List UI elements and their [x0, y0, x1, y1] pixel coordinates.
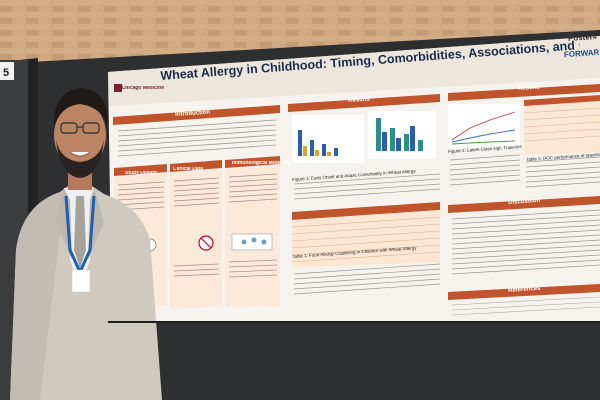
hair	[53, 88, 109, 128]
intro-header-bar	[113, 105, 280, 125]
figure2-caption-lines	[449, 154, 521, 186]
title-band	[108, 36, 600, 106]
name-badge	[71, 269, 91, 293]
discussion-lines	[451, 209, 600, 275]
immunological-header	[225, 156, 280, 168]
results-header-bar	[288, 94, 440, 112]
figure2-lines	[451, 111, 516, 145]
table1-rows	[291, 216, 441, 263]
figure1-bars-b	[376, 118, 423, 151]
beard	[56, 140, 104, 178]
study-design-heading: Study Design	[125, 171, 157, 176]
table2-caption-lines	[525, 156, 600, 188]
figure1-caption-lines	[293, 173, 441, 200]
references-header-bar	[448, 284, 600, 300]
tie	[74, 196, 86, 268]
immunological-heading: Immunological Modeling	[232, 161, 291, 166]
molecule-icon	[231, 233, 273, 251]
figure1-bars-a	[298, 130, 338, 156]
clinical-data-box	[170, 169, 222, 309]
study-design-header	[114, 164, 167, 176]
left-sign	[0, 62, 14, 80]
reference-lines	[451, 296, 600, 316]
table2-rows	[523, 107, 600, 142]
discussion-header-bar	[448, 196, 600, 213]
table1-header	[292, 202, 440, 220]
results-right-header-bar	[448, 84, 600, 101]
head	[54, 101, 106, 169]
intro-lines	[117, 119, 277, 157]
table1-caption-lines	[293, 263, 441, 295]
presenter	[10, 88, 162, 400]
clinical-data-heading: Clinical Data	[173, 167, 204, 172]
institution-logo	[114, 84, 122, 92]
institution-name: UChicago Medicine	[118, 86, 165, 91]
svg-text:5: 5	[3, 67, 9, 79]
glasses	[60, 122, 100, 134]
methods-lines	[117, 173, 278, 278]
clinical-data-header	[170, 160, 222, 172]
